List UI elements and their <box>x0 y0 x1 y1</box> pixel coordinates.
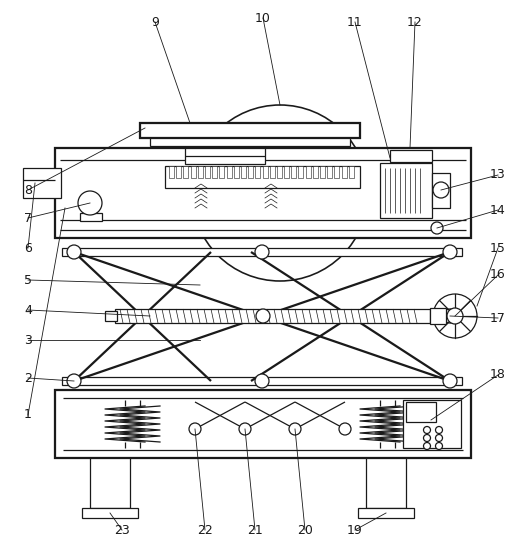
Bar <box>165 166 360 188</box>
Circle shape <box>67 374 81 388</box>
Bar <box>80 213 102 221</box>
Circle shape <box>436 435 442 441</box>
Text: 22: 22 <box>197 523 213 537</box>
Bar <box>62 248 462 256</box>
Text: 23: 23 <box>114 523 130 537</box>
Text: 15: 15 <box>490 241 506 255</box>
Bar <box>205 166 210 178</box>
Text: 3: 3 <box>24 333 32 347</box>
Text: 2: 2 <box>24 371 32 385</box>
Circle shape <box>436 426 442 434</box>
Bar <box>320 166 325 178</box>
Bar <box>291 166 296 178</box>
Text: 5: 5 <box>24 273 32 287</box>
Bar <box>298 166 304 178</box>
Text: 21: 21 <box>247 523 263 537</box>
Circle shape <box>423 426 430 434</box>
Bar <box>430 308 446 324</box>
Bar <box>82 508 138 518</box>
Circle shape <box>443 374 457 388</box>
Bar <box>349 166 354 178</box>
Text: 4: 4 <box>24 304 32 316</box>
Text: 17: 17 <box>490 311 506 325</box>
Circle shape <box>256 309 270 323</box>
Circle shape <box>255 245 269 259</box>
Bar <box>380 163 432 218</box>
Text: 14: 14 <box>490 203 506 217</box>
Bar <box>62 377 462 385</box>
Circle shape <box>423 435 430 441</box>
Bar <box>198 166 203 178</box>
Text: 16: 16 <box>490 268 506 282</box>
Circle shape <box>423 442 430 450</box>
Bar <box>23 168 61 198</box>
Bar <box>219 166 225 178</box>
Text: 18: 18 <box>490 369 506 381</box>
Text: 20: 20 <box>297 523 313 537</box>
Circle shape <box>255 374 269 388</box>
Bar <box>55 390 471 458</box>
Circle shape <box>78 191 102 215</box>
Bar <box>262 166 268 178</box>
Bar <box>313 166 318 178</box>
Circle shape <box>289 423 301 435</box>
Text: 1: 1 <box>24 408 32 422</box>
Bar <box>140 123 360 138</box>
Circle shape <box>239 423 251 435</box>
Bar <box>90 458 130 508</box>
Bar <box>277 166 282 178</box>
Circle shape <box>447 308 463 324</box>
Circle shape <box>443 309 457 323</box>
Bar <box>169 166 174 178</box>
Bar <box>150 138 350 146</box>
Bar <box>212 166 217 178</box>
Bar <box>255 166 260 178</box>
Bar <box>227 166 231 178</box>
Text: 8: 8 <box>24 183 32 197</box>
Circle shape <box>443 245 457 259</box>
Bar <box>190 166 196 178</box>
Text: 13: 13 <box>490 169 506 181</box>
Circle shape <box>339 423 351 435</box>
Bar <box>358 508 414 518</box>
Bar <box>184 166 188 178</box>
Bar <box>55 148 471 238</box>
Bar <box>432 173 450 208</box>
Text: 9: 9 <box>151 15 159 29</box>
Circle shape <box>436 442 442 450</box>
Bar <box>115 309 430 323</box>
Bar <box>335 166 339 178</box>
Bar <box>176 166 181 178</box>
Bar <box>306 166 311 178</box>
Circle shape <box>189 423 201 435</box>
Text: 19: 19 <box>347 523 363 537</box>
Text: 10: 10 <box>255 12 271 24</box>
Bar <box>185 148 265 164</box>
Bar <box>284 166 289 178</box>
Circle shape <box>67 245 81 259</box>
Circle shape <box>431 222 443 234</box>
Bar <box>341 166 347 178</box>
Bar <box>366 458 406 508</box>
Bar <box>390 150 432 162</box>
Text: 11: 11 <box>347 15 363 29</box>
Circle shape <box>433 182 449 198</box>
Bar <box>403 400 461 448</box>
Bar <box>270 166 275 178</box>
Bar <box>248 166 253 178</box>
Text: 6: 6 <box>24 241 32 255</box>
Text: 12: 12 <box>407 15 423 29</box>
Bar <box>105 311 117 321</box>
Bar <box>234 166 239 178</box>
Bar <box>327 166 332 178</box>
Text: 7: 7 <box>24 212 32 224</box>
Bar <box>406 402 436 422</box>
Bar <box>241 166 246 178</box>
